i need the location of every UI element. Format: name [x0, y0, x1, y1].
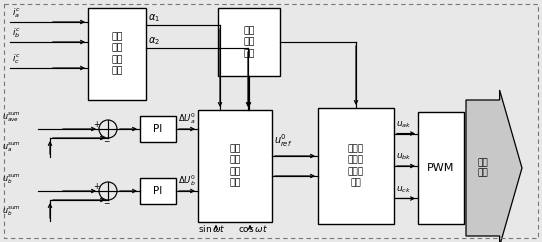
Text: −: − — [103, 199, 109, 208]
Text: 电能质
量控制
器控制
系统: 电能质 量控制 器控制 系统 — [348, 144, 364, 188]
Text: $i_b^c$: $i_b^c$ — [12, 26, 21, 40]
Text: +: + — [93, 182, 100, 191]
FancyBboxPatch shape — [318, 108, 394, 224]
Text: $u_{ref}^0$: $u_{ref}^0$ — [274, 132, 293, 149]
Polygon shape — [466, 90, 522, 242]
FancyBboxPatch shape — [88, 8, 146, 100]
Text: $u_b^{sum}$: $u_b^{sum}$ — [2, 172, 21, 186]
Text: $\Delta U_a^0$: $\Delta U_a^0$ — [178, 111, 196, 126]
Text: $\cos\omega t$: $\cos\omega t$ — [238, 223, 268, 234]
FancyBboxPatch shape — [218, 8, 280, 76]
Text: $\alpha_2$: $\alpha_2$ — [148, 35, 160, 47]
Text: $i_c^c$: $i_c^c$ — [12, 53, 21, 66]
Text: PI: PI — [153, 186, 163, 196]
Text: 电流
相位
检测
算法: 电流 相位 检测 算法 — [111, 32, 122, 76]
Text: $u_a^{sum}$: $u_a^{sum}$ — [2, 140, 21, 154]
Text: +: + — [93, 120, 100, 129]
Text: $\Delta U_b^0$: $\Delta U_b^0$ — [178, 173, 196, 188]
FancyBboxPatch shape — [140, 178, 176, 204]
FancyBboxPatch shape — [418, 112, 464, 224]
Text: 零序
电压
合成
算法: 零序 电压 合成 算法 — [229, 144, 241, 188]
FancyBboxPatch shape — [198, 110, 272, 222]
Text: 其他
控制
功能: 其他 控制 功能 — [243, 26, 255, 58]
Text: $u_{ak}$: $u_{ak}$ — [396, 120, 411, 130]
Text: $\sin\omega t$: $\sin\omega t$ — [198, 223, 225, 234]
FancyBboxPatch shape — [140, 116, 176, 142]
Text: PWM: PWM — [427, 163, 455, 173]
Text: $u_{bk}$: $u_{bk}$ — [396, 152, 411, 162]
Text: $u_{ave}^{sum}$: $u_{ave}^{sum}$ — [2, 110, 21, 124]
Text: $u_{ck}$: $u_{ck}$ — [396, 184, 411, 195]
Text: $\alpha_1$: $\alpha_1$ — [148, 12, 160, 24]
Text: −: − — [103, 137, 109, 146]
Text: 开关
信号: 开关 信号 — [478, 158, 488, 178]
Text: $u_b^{sum}$: $u_b^{sum}$ — [2, 204, 21, 218]
Text: $i_a^c$: $i_a^c$ — [12, 7, 21, 20]
Text: PI: PI — [153, 124, 163, 134]
